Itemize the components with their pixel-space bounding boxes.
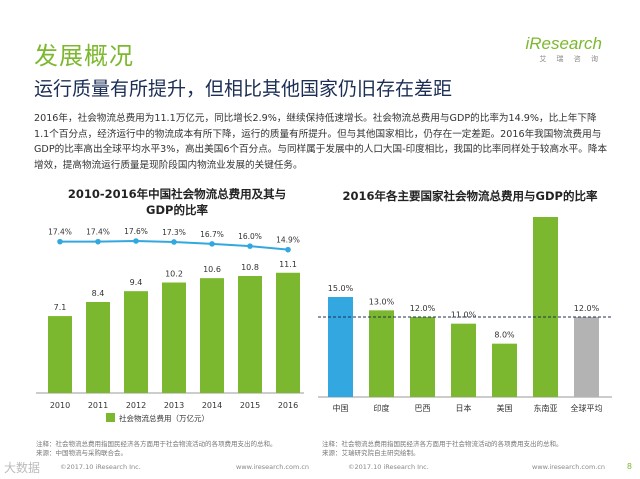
chart2-x-tick: 巴西: [415, 404, 431, 413]
chart1-ratio-point: [247, 243, 253, 249]
chart1-ratio-point: [133, 238, 139, 244]
chart1-ratio-label: 16.7%: [200, 230, 224, 239]
chart1-x-tick: 2016: [278, 401, 298, 410]
chart2-bar: [410, 317, 435, 397]
watermark: 大数据: [4, 461, 41, 475]
chart1-bar-label: 9.4: [130, 278, 143, 287]
footer-url-right[interactable]: www.iresearch.com.cn: [532, 463, 606, 471]
chart1-x-tick: 2015: [240, 401, 260, 410]
chart1-x-tick: 2013: [164, 401, 184, 410]
footer-copyright-right: ©2017.10 iResearch Inc.: [348, 463, 429, 471]
chart1-ratio-point: [171, 239, 177, 245]
chart2-x-tick: 东南亚: [534, 403, 558, 413]
chart2-x-tick: 印度: [374, 403, 390, 413]
logo-subtext: 艾 瑞 咨 询: [539, 55, 602, 63]
chart2-bar: [451, 323, 476, 397]
chart1-svg: 7.1 2010 8.4 2011 9.4 2012 10.2 2013 10.6 2014 10.…: [36, 227, 304, 423]
chart2-bar-label: 8.0%: [494, 331, 515, 340]
footer-url-left[interactable]: www.iresearch.com.cn: [236, 463, 310, 471]
chart1-ratio-label: 17.6%: [124, 227, 148, 236]
chart2-bar: [574, 317, 599, 397]
chart1-x-tick: 2011: [88, 401, 108, 410]
chart2-source-line: 来源：艾瑞研究院自主研究绘制。: [322, 449, 420, 457]
chart2-bar: [328, 297, 353, 397]
chart2-notes: 注释：社会物流总费用指国民经济各方面用于社会物流活动的各项费用支出的总和。 来源…: [322, 440, 612, 458]
chart1-bar: [124, 291, 148, 393]
page-number: 8: [626, 462, 632, 471]
chart2-note-line: 注释：社会物流总费用指国民经济各方面用于社会物流活动的各项费用支出的总和。: [322, 440, 563, 448]
chart1-ratio-point: [209, 241, 215, 247]
chart1-x-tick: 2014: [202, 401, 222, 410]
page-title: 发展概况: [34, 42, 134, 70]
chart1-bar-label: 10.6: [203, 265, 221, 274]
page-subtitle: 运行质量有所提升，但相比其他国家仍旧存在差距: [34, 78, 453, 100]
chart1-bar-label: 10.8: [241, 263, 259, 272]
chart1-bar-label: 10.2: [165, 270, 183, 279]
chart1-ratio-point: [57, 238, 63, 245]
chart2-bar-label: 13.0%: [369, 297, 395, 306]
chart2-bar-label: 12.0%: [410, 304, 436, 313]
chart2-bar: [492, 343, 517, 397]
chart1-legend-label: 社会物流总费用（万亿元）: [119, 413, 209, 423]
chart2-title: 2016年各主要国家社会物流总费用与GDP的比率: [342, 189, 598, 203]
chart2-bar-label: 15.0%: [328, 284, 354, 293]
chart1-ratio-point: [285, 246, 291, 253]
chart1-bar-label: 8.4: [92, 289, 105, 298]
chart1-ratio-label: 17.4%: [86, 228, 110, 237]
chart1-notes: 注释：社会物流总费用指国民经济各方面用于社会物流活动的各项费用支出的总和。 来源…: [36, 440, 296, 458]
chart1-ratio-label: 14.9%: [276, 236, 300, 245]
chart1-bar: [86, 302, 110, 393]
chart1-ratio-point: [95, 238, 101, 245]
chart1-legend-swatch: [106, 413, 115, 422]
chart2-x-tick: 中国: [333, 403, 349, 413]
chart1-x-tick: 2012: [126, 401, 146, 410]
chart2-bar-label: 11.0%: [451, 311, 477, 320]
logo-brand: iResearch: [525, 34, 602, 53]
summary-paragraph: 2016年，社会物流总费用为11.1万亿元，同比增长2.9%，继续保持低速增长。…: [34, 113, 608, 171]
chart1-bar-label: 7.1: [54, 303, 67, 312]
iresearch-logo: iResearch 艾 瑞 咨 询: [525, 34, 602, 64]
chart2-x-tick: 全球平均: [571, 403, 603, 413]
chart2-bar-label: 12.0%: [574, 304, 600, 313]
chart2-bar: [533, 217, 558, 397]
chart2-x-tick: 日本: [456, 403, 472, 413]
chart1-bar-label: 11.1: [279, 260, 297, 269]
chart1-bar: [276, 272, 300, 393]
chart1-bar: [238, 276, 262, 393]
chart1-title: 2010-2016年中国社会物流总费用及其与GDP的比率: [67, 187, 287, 217]
chart2-svg: 15.0%中国13.0%印度12.0%巴西11.0%日本8.0%美国27.0%东…: [318, 217, 612, 413]
chart1-bar: [48, 316, 72, 393]
footer-copyright-left: ©2017.10 iResearch Inc.: [60, 463, 141, 471]
chart1-source-line: 来源：中国物流与采购联合会。: [36, 449, 127, 457]
chart1-ratio-label: 17.3%: [162, 228, 186, 237]
chart1-x-tick: 2010: [50, 401, 70, 410]
chart1-ratio-label: 17.4%: [48, 228, 72, 237]
chart2-x-tick: 美国: [497, 403, 513, 413]
chart2-bar: [369, 310, 394, 397]
chart1-bar: [162, 282, 186, 393]
chart1-ratio-label: 16.0%: [238, 232, 262, 241]
chart1-bar: [200, 278, 224, 393]
chart1-note-line: 注释：社会物流总费用指国民经济各方面用于社会物流活动的各项费用支出的总和。: [36, 440, 277, 448]
